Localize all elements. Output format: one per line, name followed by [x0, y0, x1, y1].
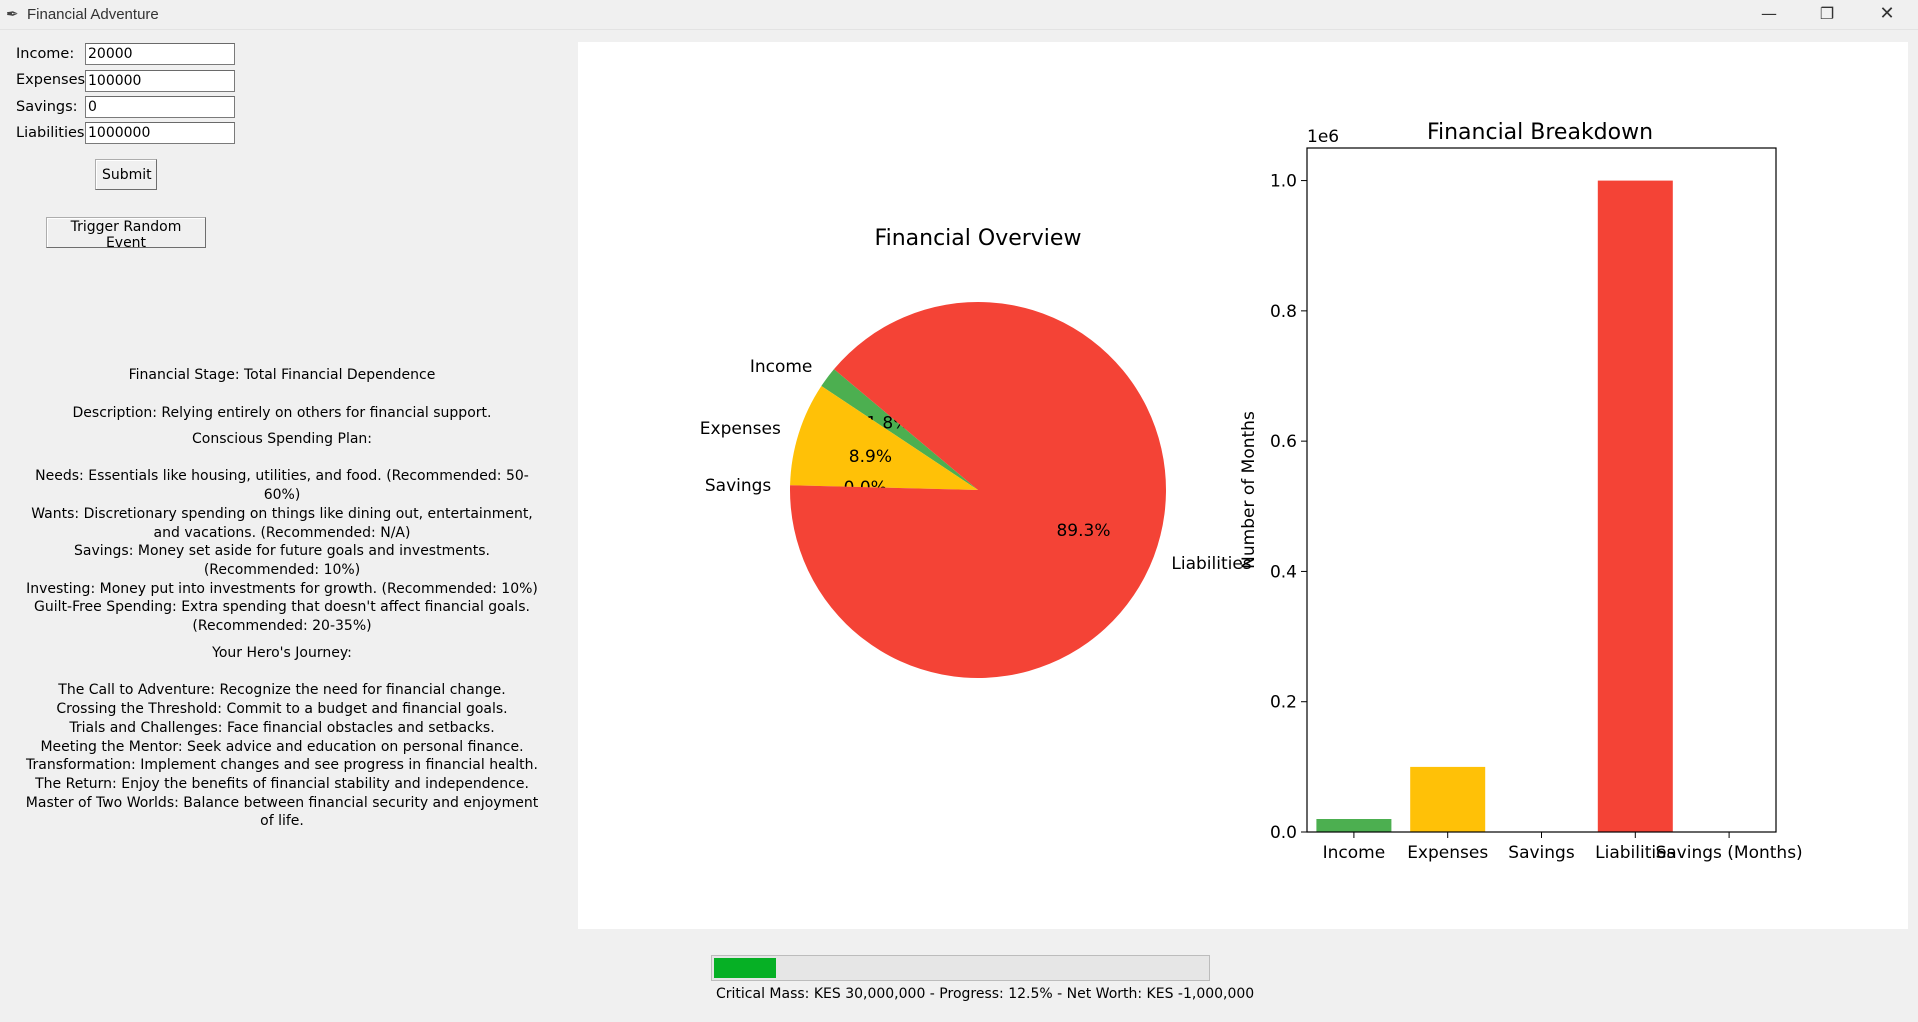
pie-slice-expenses — [790, 386, 978, 490]
bar-liabilities — [1597, 180, 1673, 833]
expenses-input[interactable] — [85, 70, 235, 92]
bar-chart-title: Financial Breakdown — [1427, 120, 1653, 145]
window-title: Financial Adventure — [27, 6, 159, 23]
bar-expenses — [1410, 766, 1486, 832]
close-button[interactable]: ✕ — [1879, 3, 1895, 24]
progress-status-text: Critical Mass: KES 30,000,000 - Progress… — [716, 986, 1255, 1002]
bar-chart: Financial Breakdown 1e6 Number of Months… — [1239, 120, 1803, 863]
y-tick-label: 0.0 — [1270, 823, 1297, 843]
y-tick-label: 0.6 — [1270, 432, 1297, 452]
charts-svg: Financial Overview Income1.8%Expenses8.9… — [700, 120, 1803, 863]
chart-canvas: Financial Overview Income 1.8% Expenses 8.9… — [578, 42, 1908, 929]
minimize-button[interactable]: — — [1761, 4, 1777, 23]
pie-slice-liabilities — [790, 301, 1167, 678]
bar-plot-frame — [1306, 147, 1777, 833]
pie-slice-income — [821, 369, 978, 490]
pie-label-liabilities: Liabilities — [1171, 554, 1251, 574]
hero-journey-text: Your Hero's Journey: The Call to Adventu… — [25, 645, 539, 830]
x-tick-label-savings: Savings — [1508, 843, 1575, 863]
financial-stage-text: Financial Stage: Total Financial Depende… — [128, 367, 436, 383]
liabilities-input[interactable] — [85, 122, 235, 144]
submit-button[interactable]: Submit — [95, 159, 157, 190]
pie-label-income: Income — [750, 357, 813, 377]
x-tick-label-income: Income — [1323, 843, 1386, 863]
progress-bar — [711, 955, 1210, 981]
pie-label-expenses: Expenses — [700, 419, 781, 439]
y-tick-label: 1.0 — [1270, 172, 1297, 192]
savings-input[interactable] — [85, 96, 235, 118]
feather-icon: ✒ — [6, 5, 19, 23]
progress-bar-fill — [714, 958, 776, 978]
x-tick-label-savings-months: Savings (Months) — [1655, 843, 1802, 863]
pie-label-savings: Savings — [705, 476, 772, 496]
liabilities-label: Liabilities: — [16, 125, 90, 141]
pie-chart-title: Financial Overview — [875, 226, 1082, 251]
maximize-button[interactable]: ❐ — [1819, 4, 1835, 23]
y-tick-label: 0.8 — [1270, 302, 1297, 322]
pie-percent-expenses: 8.9% — [849, 447, 892, 467]
y-tick-label: 0.2 — [1270, 693, 1297, 713]
income-input[interactable] — [85, 43, 235, 65]
x-tick-label-expenses: Expenses — [1407, 843, 1488, 863]
title-bar: ✒ Financial Adventure — ❐ ✕ — [0, 0, 1918, 30]
x-tick-label-liabilities: Liabilities — [1595, 843, 1675, 863]
savings-label: Savings: — [16, 99, 78, 115]
y-tick-label: 0.4 — [1270, 562, 1297, 582]
y-axis-offset-label: 1e6 — [1307, 127, 1339, 147]
stage-description-text: Description: Relying entirely on others … — [72, 405, 492, 421]
income-label: Income: — [16, 46, 75, 62]
expenses-label: Expenses: — [16, 72, 90, 88]
spending-plan-text: Conscious Spending Plan: Needs: Essentia… — [26, 431, 538, 635]
y-axis-label: Number of Months — [1239, 411, 1259, 569]
pie-chart: Financial Overview Income1.8%Expenses8.9… — [700, 226, 1252, 678]
pie-percent-liabilities: 89.3% — [1056, 521, 1110, 541]
bar-income — [1316, 819, 1392, 832]
trigger-random-event-button[interactable]: Trigger Random Event — [46, 217, 206, 251]
